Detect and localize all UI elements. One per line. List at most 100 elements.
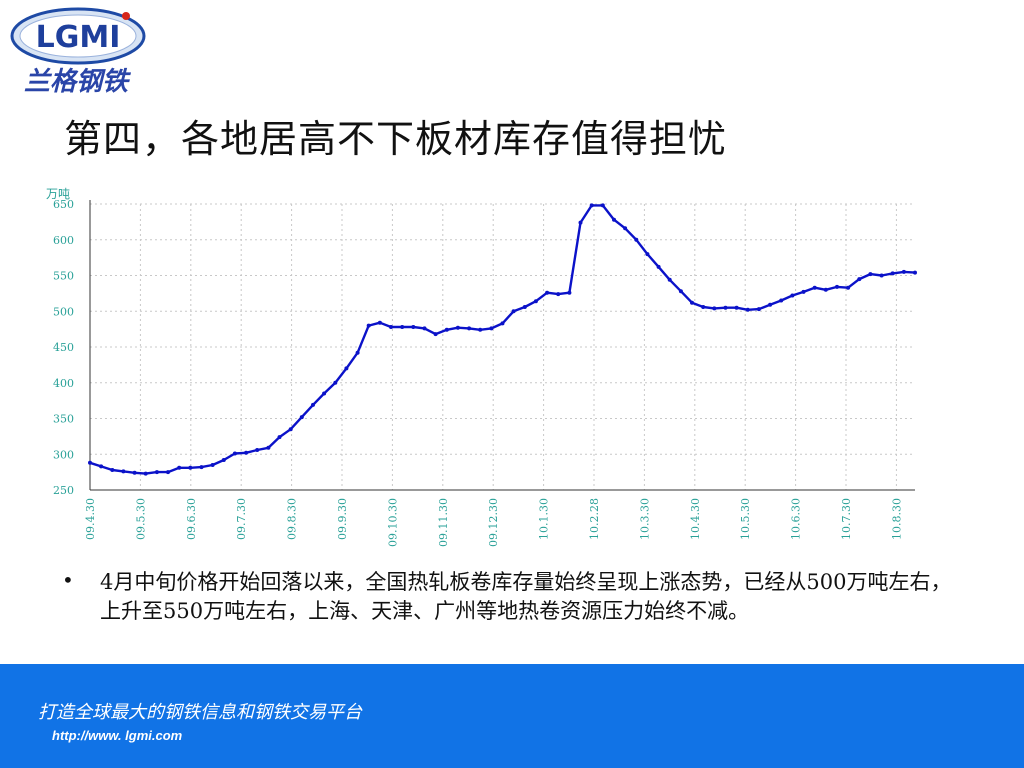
data-point — [199, 465, 204, 470]
data-point — [422, 326, 427, 331]
data-point — [511, 309, 516, 314]
data-point — [489, 326, 494, 331]
data-point — [734, 305, 739, 310]
data-point — [868, 272, 873, 277]
footer-banner: 打造全球最大的钢铁信息和钢铁交易平台 http://www. lgmi.com — [0, 664, 1024, 768]
data-point — [355, 350, 360, 355]
data-point — [288, 427, 293, 432]
data-point — [311, 402, 315, 407]
data-point — [812, 285, 817, 290]
x-tick-label: 10.3.30 — [638, 498, 651, 540]
data-point — [400, 325, 405, 329]
data-point — [244, 450, 249, 455]
x-tick-label: 10.2.28 — [588, 498, 601, 540]
data-point — [723, 305, 728, 310]
x-tick-label: 09.5.30 — [134, 498, 147, 540]
data-point — [188, 465, 193, 470]
data-point — [99, 464, 104, 469]
data-point — [567, 290, 572, 295]
logo-text: LGMI — [36, 20, 121, 55]
data-point — [901, 269, 906, 274]
data-point — [612, 217, 616, 222]
x-tick-label: 09.8.30 — [286, 498, 299, 540]
series-line — [89, 204, 916, 475]
data-point — [322, 391, 327, 396]
data-point — [333, 380, 338, 385]
y-axis-label: 万吨 — [46, 187, 70, 201]
data-point — [846, 285, 851, 290]
data-point — [366, 323, 371, 328]
data-point — [701, 305, 706, 309]
data-point — [890, 271, 895, 276]
x-tick-label: 09.12.30 — [487, 498, 500, 547]
y-tick-label: 250 — [53, 484, 74, 497]
x-tick-label: 09.11.30 — [437, 498, 450, 547]
x-tick-label: 10.4.30 — [689, 498, 702, 540]
data-point — [411, 325, 416, 329]
y-tick-label: 650 — [53, 198, 74, 211]
y-tick-label: 550 — [53, 270, 74, 283]
x-tick-label: 10.7.30 — [840, 498, 853, 540]
data-point — [678, 289, 683, 294]
logo-inner — [19, 14, 137, 58]
data-point — [656, 264, 661, 269]
data-point — [712, 306, 717, 311]
slide-title: 第四，各地居高不下板材库存值得担忧 — [64, 117, 728, 161]
y-tick-label: 500 — [53, 305, 74, 318]
y-tick-label: 300 — [53, 448, 74, 461]
data-point — [879, 273, 884, 278]
data-point — [500, 321, 505, 326]
data-point — [389, 325, 393, 329]
data-point — [779, 298, 784, 303]
data-point — [377, 320, 382, 325]
x-tick-label: 10.8.30 — [890, 498, 903, 540]
data-point — [556, 292, 561, 297]
data-point — [645, 252, 650, 257]
data-point — [277, 435, 282, 440]
x-tick-label: 09.4.30 — [84, 498, 97, 540]
data-point — [154, 470, 159, 475]
data-point — [533, 299, 538, 304]
data-point — [143, 471, 148, 476]
data-point — [623, 226, 628, 231]
y-tick-label: 400 — [53, 377, 74, 390]
data-point — [467, 326, 472, 331]
x-tick-label: 09.10.30 — [386, 498, 399, 547]
data-point — [299, 415, 304, 420]
data-point — [266, 445, 271, 450]
data-point — [88, 460, 92, 465]
inventory-line-chart: 650 600 550 500 450 400 350 300 250 09.4.30 09.5.3… — [40, 180, 940, 550]
data-point — [177, 465, 182, 470]
y-tick-label: 450 — [53, 341, 74, 354]
data-point — [600, 203, 605, 208]
data-point — [835, 284, 839, 289]
data-point — [132, 470, 137, 475]
data-point — [634, 237, 639, 242]
data-point — [690, 300, 694, 305]
data-point — [478, 327, 483, 332]
data-point — [756, 307, 761, 312]
data-point — [823, 287, 828, 292]
data-point — [121, 469, 126, 474]
x-tick-label: 09.7.30 — [235, 498, 248, 540]
data-point — [344, 366, 349, 371]
y-tick-label: 350 — [53, 413, 74, 426]
data-point — [790, 293, 795, 298]
data-point — [444, 327, 449, 332]
footer-url-link[interactable]: http://www. lgmi.com — [52, 728, 183, 743]
x-tick-label: 10.1.30 — [538, 498, 551, 540]
lgmi-logo: LGMI 兰格钢铁 — [8, 4, 148, 100]
data-point — [232, 451, 237, 456]
data-point — [110, 468, 115, 472]
x-tick-label: 09.9.30 — [336, 498, 349, 540]
logo-dot — [122, 12, 130, 20]
footer-slogan: 打造全球最大的钢铁信息和钢铁交易平台 — [38, 702, 362, 723]
x-tick-label: 10.5.30 — [739, 498, 752, 540]
data-point — [801, 289, 806, 294]
data-point — [768, 302, 773, 307]
logo-chinese: 兰格钢铁 — [24, 67, 132, 97]
data-point — [433, 332, 438, 337]
data-point — [255, 448, 260, 452]
x-tick-label: 09.6.30 — [185, 498, 198, 540]
data-point — [745, 307, 750, 312]
